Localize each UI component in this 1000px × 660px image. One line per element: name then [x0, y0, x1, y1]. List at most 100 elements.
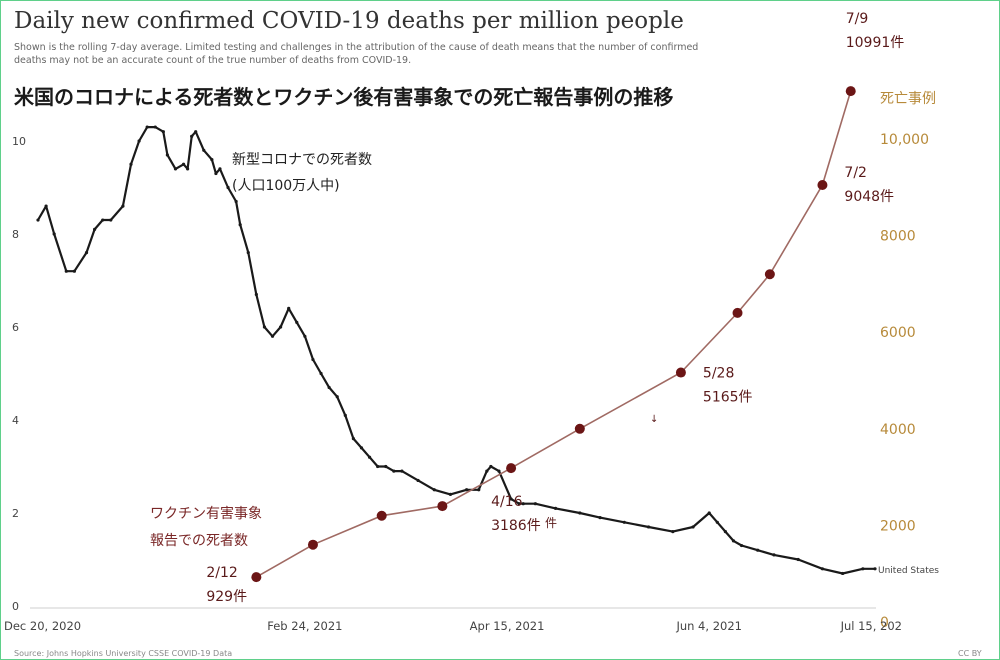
- x-tick-4: Jul 15, 202: [840, 619, 902, 633]
- us-deaths-point-54: [489, 464, 493, 469]
- deaths-annotation-line-2: (人口100万人中): [232, 178, 340, 194]
- us-deaths-point-10: [129, 162, 133, 166]
- us-deaths-point-1: [44, 204, 48, 208]
- right-axis-label: 死亡事例: [880, 91, 936, 107]
- right-tick-2: 4000: [880, 422, 916, 438]
- left-tick-4: 8: [12, 228, 19, 241]
- left-axis: 0 2 4 6 8 10: [12, 135, 26, 613]
- us-deaths-point-74: [796, 557, 800, 562]
- us-deaths-point-12: [145, 125, 149, 129]
- us-deaths-point-75: [820, 567, 825, 571]
- us-deaths-point-26: [234, 199, 238, 204]
- vaccine-point-label-6-line-0: 5/28: [703, 366, 734, 382]
- us-deaths-point-62: [598, 516, 602, 520]
- source-note: Source: Johns Hopkins University CSSE CO…: [14, 649, 232, 658]
- x-tick-2: Apr 15, 2021: [470, 619, 545, 633]
- vaccine-point-8: [764, 269, 775, 280]
- vaccine-point-label-10-line-0: 7/9: [846, 11, 869, 27]
- x-tick-3: Jun 4, 2021: [675, 619, 742, 633]
- vaccine-point-4: [506, 463, 517, 474]
- us-deaths-point-19: [190, 134, 194, 138]
- x-axis: Dec 20, 2020 Feb 24, 2021 Apr 15, 2021 Jun …: [4, 619, 902, 633]
- us-deaths-point-60: [553, 506, 558, 510]
- us-deaths-point-2: [52, 232, 56, 236]
- us-deaths-point-13: [153, 125, 157, 129]
- us-deaths-point-44: [376, 464, 380, 469]
- us-deaths-point-68: [715, 520, 719, 524]
- us-deaths-point-57: [517, 502, 521, 506]
- us-deaths-point-42: [359, 446, 364, 450]
- us-deaths-point-9: [121, 204, 125, 208]
- vaccine-annotation-line-1: ワクチン有害事象: [150, 506, 262, 522]
- right-tick-5: 10,000: [880, 132, 929, 148]
- us-deaths-point-69: [723, 530, 727, 534]
- us-deaths-point-8: [109, 218, 113, 222]
- us-deaths-point-50: [448, 492, 453, 496]
- right-axis: 0 2000 4000 6000 8000 10,000: [880, 132, 929, 631]
- us-deaths-point-71: [739, 543, 744, 548]
- vaccine-point-5: [574, 423, 585, 434]
- series-label-united-states: United States: [878, 566, 939, 576]
- vaccine-point-label-0-line-1: 929件: [206, 589, 247, 605]
- us-deaths-point-24: [218, 167, 222, 171]
- us-deaths-point-56: [509, 497, 513, 501]
- vaccine-point-2: [376, 510, 387, 521]
- us-deaths-point-39: [335, 395, 339, 399]
- us-deaths-point-41: [351, 437, 355, 441]
- us-deaths-point-7: [101, 218, 105, 222]
- us-deaths-point-21: [202, 148, 206, 152]
- vaccine-point-label-10-line-1: 10991件: [846, 35, 905, 51]
- us-deaths-point-33: [287, 306, 291, 310]
- us-deaths-point-66: [691, 525, 695, 529]
- us-deaths-point-34: [295, 320, 299, 324]
- us-deaths-point-15: [165, 153, 169, 157]
- series-vaccine-deaths-markers: [251, 86, 856, 583]
- us-deaths-point-61: [578, 511, 582, 515]
- x-tick-0: Dec 20, 2020: [4, 619, 81, 633]
- chart-subtitle-line-2: deaths may not be an accurate count of t…: [14, 55, 411, 66]
- us-deaths-point-48: [416, 478, 420, 483]
- vaccine-point-label-9-line-1: 9048件: [844, 189, 894, 205]
- us-deaths-point-52: [477, 488, 481, 492]
- vaccine-point-1: [307, 539, 318, 550]
- us-deaths-point-14: [161, 130, 165, 134]
- series-us-deaths-markers: [36, 125, 877, 576]
- left-tick-3: 6: [12, 321, 19, 334]
- left-tick-0: 0: [12, 600, 19, 613]
- vaccine-point-label-6-line-1: 5165件: [703, 390, 753, 406]
- us-deaths-point-28: [246, 251, 250, 255]
- us-deaths-point-5: [84, 251, 89, 255]
- right-tick-3: 6000: [880, 325, 916, 341]
- us-deaths-point-27: [238, 223, 242, 227]
- us-deaths-point-23: [214, 171, 218, 176]
- left-tick-2: 4: [12, 414, 19, 427]
- us-deaths-point-16: [173, 167, 178, 171]
- us-deaths-point-70: [731, 539, 736, 543]
- chart-title: Daily new confirmed COVID-19 deaths per …: [14, 8, 684, 34]
- stray-text-ken: 件: [545, 516, 557, 530]
- us-deaths-point-18: [186, 167, 190, 171]
- us-deaths-point-40: [343, 413, 347, 417]
- vaccine-point-10: [845, 86, 856, 97]
- us-deaths-point-59: [533, 502, 537, 506]
- us-deaths-point-3: [64, 269, 68, 273]
- corner-text: CC BY: [958, 649, 982, 658]
- us-deaths-point-55: [497, 469, 501, 473]
- us-deaths-point-31: [270, 334, 275, 338]
- vaccine-point-label-9-line-0: 7/2: [844, 165, 867, 181]
- us-deaths-point-49: [432, 488, 436, 492]
- us-deaths-point-73: [772, 553, 776, 557]
- right-tick-0: 0: [880, 615, 889, 631]
- us-deaths-point-32: [279, 325, 283, 329]
- us-deaths-point-46: [392, 469, 396, 473]
- us-deaths-point-64: [646, 525, 651, 529]
- vaccine-annotation-line-2: 報告での死者数: [150, 533, 248, 549]
- us-deaths-point-51: [465, 488, 469, 492]
- us-deaths-point-38: [327, 385, 331, 390]
- us-deaths-point-17: [181, 162, 186, 166]
- vaccine-point-9: [817, 179, 828, 190]
- us-deaths-point-4: [72, 269, 76, 273]
- right-tick-1: 2000: [880, 518, 916, 534]
- us-deaths-point-29: [254, 292, 258, 297]
